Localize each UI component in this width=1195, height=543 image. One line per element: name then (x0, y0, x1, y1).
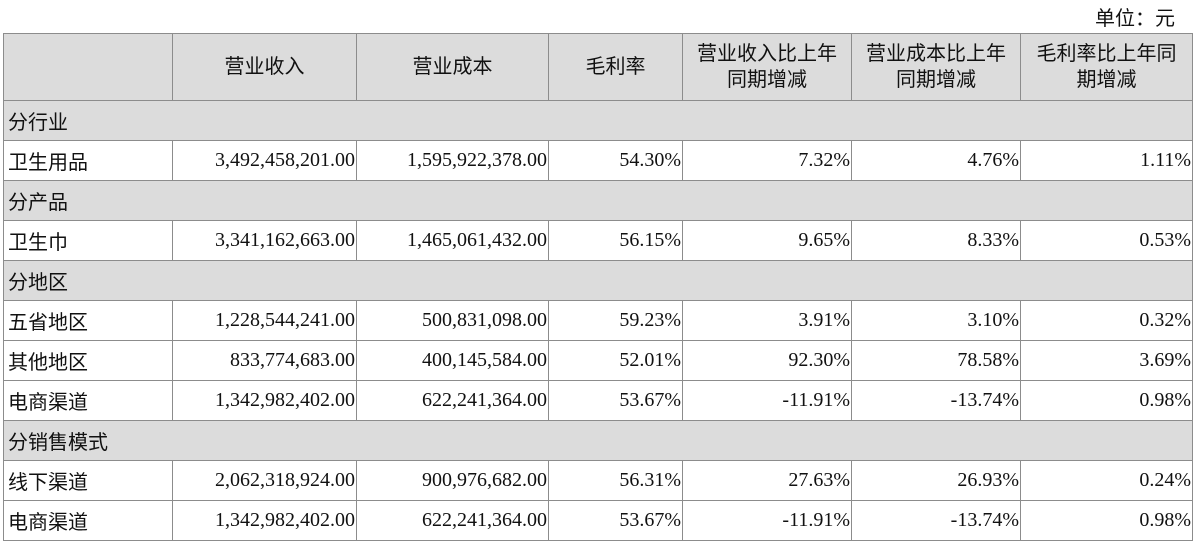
section-cell: 分产品 (3, 180, 1193, 221)
data-row: 其他地区 833,774,683.00 400,145,584.00 52.01% 92… (3, 340, 1193, 381)
value-cell: 59.23% (548, 300, 683, 341)
data-row: 五省地区 1,228,544,241.00 500,831,098.00 59.23%… (3, 300, 1193, 341)
data-row: 线下渠道 2,062,318,924.00 900,976,682.00 56.31%… (3, 460, 1193, 501)
value-cell: 1,342,982,402.00 (172, 380, 357, 421)
value-cell: 8.33% (851, 220, 1021, 261)
header-row: 营业收入 营业成本 毛利率 营业收入比上年同期增减 营业成本比上年同期增减 毛利率比上年同… (3, 33, 1193, 101)
data-row: 卫生巾 3,341,162,663.00 1,465,061,432.00 56.15… (3, 220, 1193, 261)
value-cell: 56.15% (548, 220, 683, 261)
section-row: 分行业 (3, 100, 1193, 141)
row-label: 五省地区 (3, 300, 173, 341)
section-row: 分地区 (3, 260, 1193, 301)
header-cell: 营业成本 (356, 33, 549, 101)
data-table: 营业收入 营业成本 毛利率 营业收入比上年同期增减 营业成本比上年同期增减 毛利率比上年同… (3, 33, 1193, 541)
value-cell: 4.76% (851, 140, 1021, 181)
value-cell: 53.67% (548, 500, 683, 541)
unit-label: 单位：元 (1095, 8, 1175, 30)
value-cell: 1,465,061,432.00 (356, 220, 549, 261)
data-row: 电商渠道 1,342,982,402.00 622,241,364.00 53.67%… (3, 380, 1193, 421)
value-cell: 3.69% (1020, 340, 1193, 381)
value-cell: 92.30% (682, 340, 852, 381)
data-row: 卫生用品 3,492,458,201.00 1,595,922,378.00 54.3… (3, 140, 1193, 181)
value-cell: 622,241,364.00 (356, 380, 549, 421)
value-cell: 400,145,584.00 (356, 340, 549, 381)
table-header: 营业收入 营业成本 毛利率 营业收入比上年同期增减 营业成本比上年同期增减 毛利率比上年同… (3, 33, 1193, 101)
value-cell: 0.53% (1020, 220, 1193, 261)
value-cell: 56.31% (548, 460, 683, 501)
value-cell: 7.32% (682, 140, 852, 181)
header-cell: 营业收入比上年同期增减 (682, 33, 852, 101)
value-cell: 1,342,982,402.00 (172, 500, 357, 541)
value-cell: 26.93% (851, 460, 1021, 501)
value-cell: 833,774,683.00 (172, 340, 357, 381)
value-cell: 54.30% (548, 140, 683, 181)
header-cell (3, 33, 173, 101)
value-cell: 622,241,364.00 (356, 500, 549, 541)
value-cell: 0.32% (1020, 300, 1193, 341)
value-cell: 52.01% (548, 340, 683, 381)
value-cell: -11.91% (682, 380, 852, 421)
value-cell: 53.67% (548, 380, 683, 421)
row-label: 卫生巾 (3, 220, 173, 261)
table-body: 分行业 卫生用品 3,492,458,201.00 1,595,922,378.00 5… (3, 100, 1193, 541)
row-label: 电商渠道 (3, 500, 173, 541)
value-cell: 900,976,682.00 (356, 460, 549, 501)
value-cell: -13.74% (851, 500, 1021, 541)
section-cell: 分行业 (3, 100, 1193, 141)
section-row: 分销售模式 (3, 420, 1193, 461)
value-cell: 1,228,544,241.00 (172, 300, 357, 341)
data-row: 电商渠道 1,342,982,402.00 622,241,364.00 53.67%… (3, 500, 1193, 541)
section-cell: 分地区 (3, 260, 1193, 301)
value-cell: 0.98% (1020, 380, 1193, 421)
value-cell: 1.11% (1020, 140, 1193, 181)
value-cell: 500,831,098.00 (356, 300, 549, 341)
section-cell: 分销售模式 (3, 420, 1193, 461)
value-cell: 1,595,922,378.00 (356, 140, 549, 181)
row-label: 其他地区 (3, 340, 173, 381)
section-row: 分产品 (3, 180, 1193, 221)
row-label: 卫生用品 (3, 140, 173, 181)
header-cell: 营业收入 (172, 33, 357, 101)
value-cell: 3.10% (851, 300, 1021, 341)
row-label: 电商渠道 (3, 380, 173, 421)
value-cell: 0.98% (1020, 500, 1193, 541)
row-label: 线下渠道 (3, 460, 173, 501)
value-cell: 9.65% (682, 220, 852, 261)
header-cell: 毛利率 (548, 33, 683, 101)
value-cell: -13.74% (851, 380, 1021, 421)
value-cell: 3,341,162,663.00 (172, 220, 357, 261)
value-cell: 3,492,458,201.00 (172, 140, 357, 181)
value-cell: 0.24% (1020, 460, 1193, 501)
header-cell: 毛利率比上年同期增减 (1020, 33, 1193, 101)
value-cell: -11.91% (682, 500, 852, 541)
value-cell: 27.63% (682, 460, 852, 501)
header-cell: 营业成本比上年同期增减 (851, 33, 1021, 101)
value-cell: 78.58% (851, 340, 1021, 381)
value-cell: 3.91% (682, 300, 852, 341)
value-cell: 2,062,318,924.00 (172, 460, 357, 501)
